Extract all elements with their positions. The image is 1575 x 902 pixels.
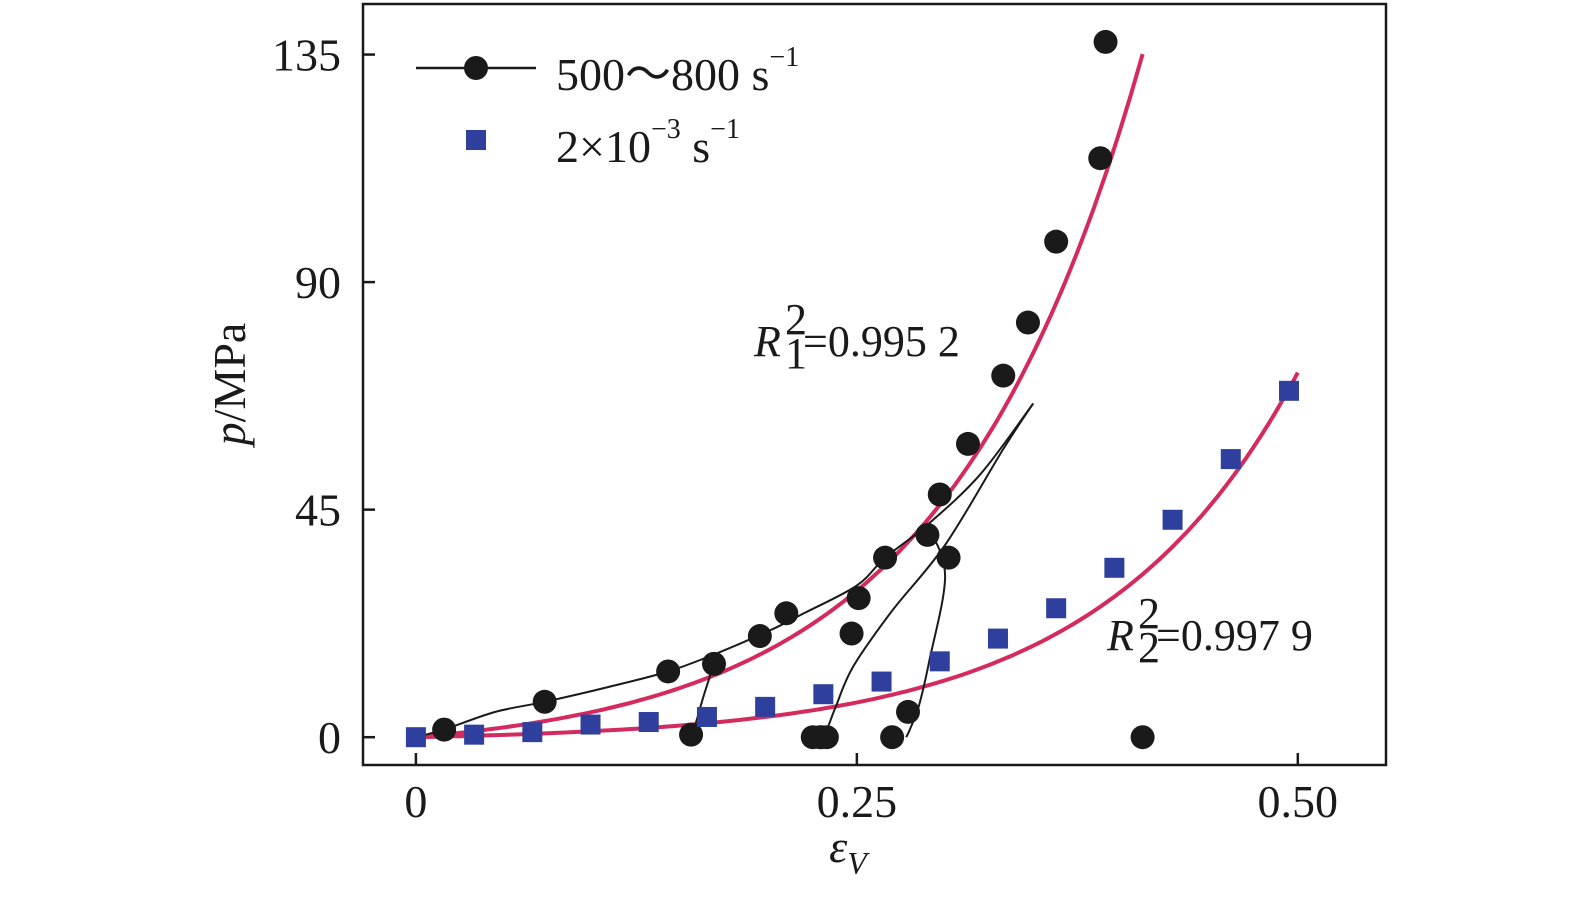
annotation-r2-sub: 2 [1138, 623, 1160, 672]
x-axis-label: εV [829, 821, 870, 881]
data-point-dynamic [656, 659, 681, 684]
x-axis-ticks: 0 0.25 0.50 [404, 753, 1338, 827]
data-point-dynamic [1015, 310, 1040, 335]
annotation-r1-sub: 1 [785, 329, 807, 378]
data-point-static [987, 628, 1008, 649]
data-point-dynamic [532, 689, 557, 714]
annotation-r1-symbol: R [753, 317, 781, 366]
annotation-r2-sup: 2 [1138, 589, 1160, 638]
data-point-static [522, 722, 543, 743]
annotation-r2-symbol: R [1106, 611, 1134, 660]
y-tick-label: 90 [295, 257, 341, 308]
data-point-dynamic [701, 651, 726, 676]
annotation-r1-value: =0.995 2 [803, 317, 960, 366]
data-point-dynamic [432, 717, 457, 742]
data-point-static [1278, 380, 1299, 401]
data-point-static [696, 706, 717, 727]
annotation-r1: R 2 1 =0.995 2 [753, 295, 960, 378]
x-tick-label: 0.50 [1258, 776, 1339, 827]
fit-curve-2 [415, 371, 1300, 740]
data-point-dynamic [896, 699, 921, 724]
data-point-dynamic [1088, 146, 1113, 171]
fit-curve-1 [415, 53, 1145, 740]
data-point-dynamic [991, 363, 1016, 388]
data-point-static [813, 684, 834, 705]
data-point-dynamic [814, 725, 839, 750]
legend-label-dynamic-text: 500～800 s [556, 49, 769, 100]
y-axis-label-var: p [204, 422, 255, 448]
y-tick-label: 0 [318, 712, 341, 763]
data-point-dynamic [679, 722, 704, 747]
data-point-static [464, 724, 485, 745]
y-tick-label: 45 [295, 485, 341, 536]
data-point-static [755, 696, 776, 717]
data-point-dynamic [846, 586, 871, 611]
annotation-r1-sup: 2 [785, 295, 807, 344]
data-point-dynamic [1044, 229, 1069, 254]
x-tick-label: 0 [404, 776, 427, 827]
data-point-static [871, 671, 892, 692]
legend-label-static-sup1: −3 [651, 114, 681, 145]
data-point-dynamic [1130, 725, 1155, 750]
data-point-dynamic [747, 624, 772, 649]
legend-marker-dynamic [464, 56, 488, 80]
legend-marker-static [466, 130, 486, 150]
annotation-r2-value: =0.997 9 [1156, 611, 1313, 660]
legend: 500～800 s−1 2×10−3 s−1 [416, 42, 799, 172]
x-axis-label-var: ε [829, 821, 848, 872]
data-point-static [1104, 557, 1125, 578]
data-point-static [405, 727, 426, 748]
data-point-static [638, 712, 659, 733]
data-point-static [1046, 598, 1067, 619]
y-axis-label-unit: /MPa [204, 323, 255, 423]
data-point-dynamic [1093, 29, 1118, 54]
data-point-dynamic [915, 522, 940, 547]
data-point-static [1220, 449, 1241, 470]
dynamic-line-4 [905, 524, 947, 738]
x-axis-label-sub: V [847, 845, 870, 881]
data-point-dynamic [927, 482, 952, 507]
data-point-dynamic [955, 431, 980, 456]
data-point-dynamic [839, 621, 864, 646]
legend-label-static-text: 2×10 [556, 121, 651, 172]
y-tick-label: 135 [272, 30, 341, 81]
legend-label-dynamic-sup: −1 [769, 42, 799, 73]
data-point-static [580, 714, 601, 735]
data-point-dynamic [880, 725, 905, 750]
data-point-static [929, 651, 950, 672]
data-point-dynamic [873, 545, 898, 570]
data-point-static [1162, 509, 1183, 530]
legend-label-static-sup2: −1 [710, 114, 740, 145]
legend-label-static: 2×10−3 s−1 [556, 114, 740, 172]
dynamic-line-1 [415, 402, 1035, 739]
legend-label-static-text2: s [681, 121, 710, 172]
data-point-dynamic [936, 545, 961, 570]
annotation-r2: R 2 2 =0.997 9 [1106, 589, 1313, 672]
data-point-dynamic [774, 601, 799, 626]
plot-frame [361, 2, 1388, 767]
dynamic-lines [415, 402, 1035, 739]
y-axis-label: p/MPa [204, 323, 255, 449]
legend-label-dynamic: 500～800 s−1 [556, 42, 799, 100]
x-tick-label: 0.25 [817, 776, 898, 827]
data-points [405, 29, 1299, 750]
y-axis-ticks: 0 45 90 135 [272, 30, 375, 763]
